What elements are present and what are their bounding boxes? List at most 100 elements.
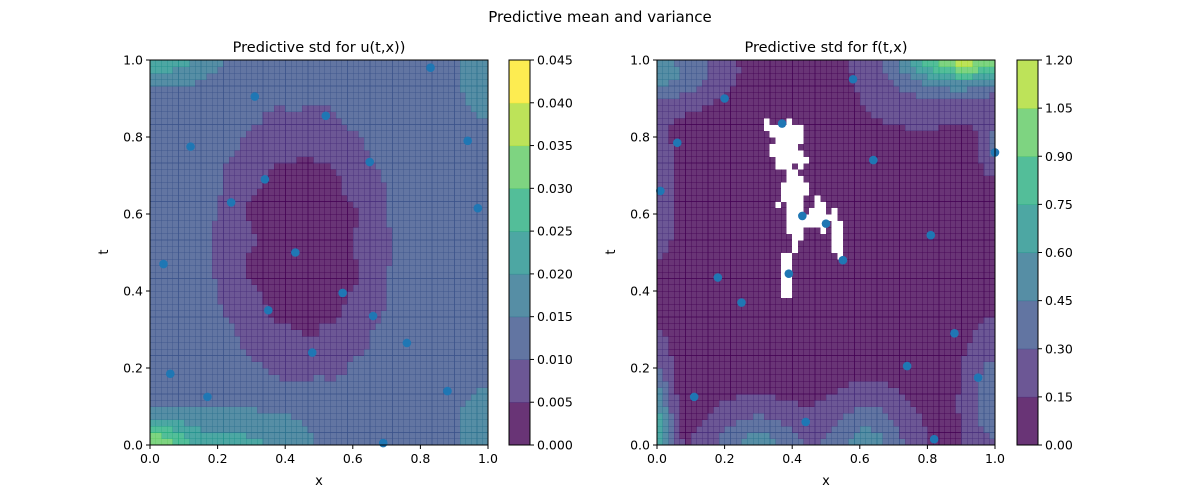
contour-cell [713, 400, 720, 408]
contour-cell [448, 111, 455, 119]
contour-cell [302, 425, 309, 433]
contour-cell [718, 137, 726, 145]
contour-cell [364, 111, 371, 119]
contour-cell [178, 425, 185, 433]
contour-cell [380, 137, 388, 145]
contour-cell [414, 98, 421, 106]
contour-cell [730, 323, 737, 331]
contour-cell [347, 207, 354, 215]
contour-cell [426, 368, 433, 376]
contour-cell [380, 297, 388, 305]
contour-cell [257, 310, 264, 318]
contour-cell [347, 323, 354, 331]
contour-cell [752, 85, 759, 93]
contour-cell [245, 291, 252, 299]
contour-cell [313, 137, 320, 145]
contour-cell [364, 117, 371, 125]
contour-cell [223, 156, 230, 164]
contour-cell [702, 66, 709, 74]
contour-cell [668, 124, 675, 132]
contour-cell [426, 60, 433, 68]
contour-cell [150, 412, 157, 420]
contour-cell [702, 162, 709, 170]
contour-cell [414, 162, 421, 170]
contour-cell [240, 130, 247, 138]
contour-cell [375, 104, 382, 112]
contour-cell [685, 137, 692, 145]
contour-cell [183, 278, 191, 286]
contour-cell [459, 156, 467, 164]
contour-cell [296, 239, 303, 247]
contour-cell [200, 169, 207, 177]
contour-cell [335, 335, 343, 343]
contour-cell [330, 412, 337, 420]
contour-cell [189, 342, 196, 350]
contour-cell [718, 169, 726, 177]
contour-cell [358, 355, 365, 363]
contour-cell [431, 149, 438, 157]
contour-cell [273, 355, 281, 363]
contour-cell [454, 149, 461, 157]
contour-cell [189, 72, 196, 80]
contour-cell [178, 143, 185, 151]
contour-cell [358, 387, 365, 395]
contour-cell [251, 156, 258, 164]
contour-cell [397, 438, 405, 446]
contour-cell [217, 342, 224, 350]
contour-cell [426, 265, 433, 273]
contour-cell [426, 149, 433, 157]
contour-cell [313, 355, 320, 363]
contour-cell [386, 104, 393, 112]
contour-cell [223, 432, 230, 440]
contour-cell [764, 207, 771, 215]
contour-cell [431, 201, 438, 209]
contour-cell [414, 412, 421, 420]
contour-cell [758, 419, 765, 427]
contour-cell [673, 220, 681, 228]
contour-cell [668, 380, 675, 388]
contour-cell [307, 297, 314, 305]
contour-cell [735, 419, 743, 427]
contour-cell [459, 278, 467, 286]
data-point [321, 111, 331, 121]
contour-cell [764, 297, 771, 305]
contour-cell [386, 400, 393, 408]
contour-cell [290, 329, 298, 337]
contour-cell [240, 252, 247, 260]
contour-cell [341, 425, 348, 433]
contour-cell [257, 66, 264, 74]
contour-cell [657, 323, 664, 331]
contour-cell [696, 368, 703, 376]
contour-cell [155, 111, 162, 119]
contour-cell [245, 72, 252, 80]
contour-cell [211, 130, 219, 138]
contour-cell [386, 291, 393, 299]
contour-cell [347, 149, 354, 157]
contour-cell [747, 162, 754, 170]
contour-cell [764, 156, 771, 164]
contour-cell [386, 111, 393, 119]
contour-cell [273, 335, 281, 343]
contour-cell [747, 104, 754, 112]
contour-cell [155, 60, 162, 68]
contour-cell [668, 348, 675, 356]
contour-cell [380, 169, 388, 177]
contour-cell [302, 233, 309, 241]
contour-cell [380, 124, 388, 132]
contour-cell [662, 406, 669, 414]
contour-cell [206, 233, 213, 241]
contour-cell [448, 98, 455, 106]
contour-cell [217, 438, 224, 446]
contour-cell [690, 111, 698, 119]
contour-cell [409, 297, 416, 305]
contour-cell [352, 316, 360, 324]
contour-cell [476, 291, 483, 299]
contour-cell [668, 432, 675, 440]
contour-cell [262, 149, 269, 157]
contour-cell [352, 201, 360, 209]
contour-cell [397, 393, 405, 401]
contour-cell [319, 149, 326, 157]
contour-cell [257, 194, 264, 202]
contour-cell [403, 412, 410, 420]
contour-cell [189, 60, 196, 68]
